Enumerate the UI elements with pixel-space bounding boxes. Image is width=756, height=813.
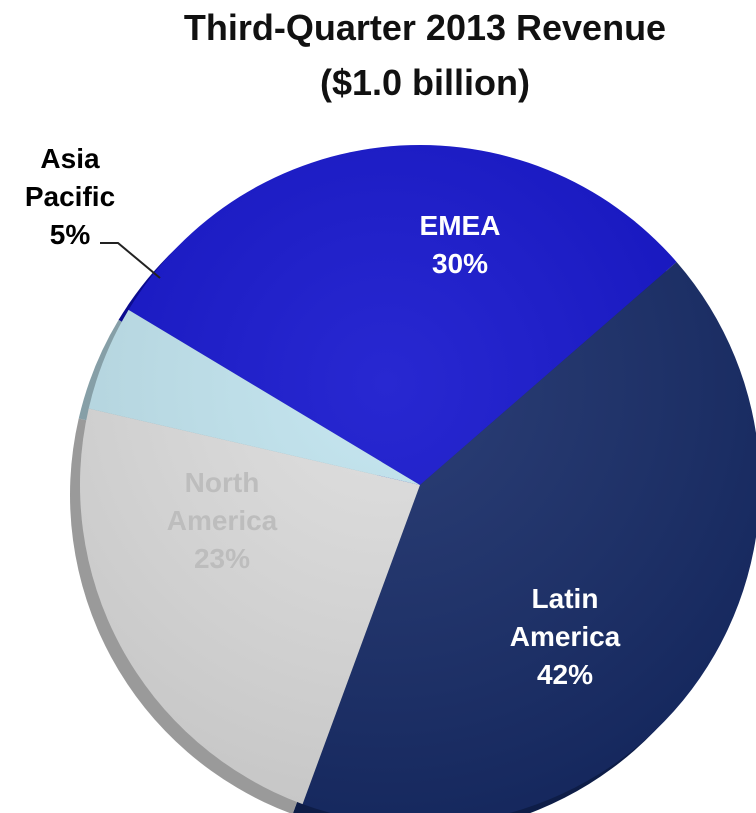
asia-pacific-leader-line bbox=[100, 242, 161, 279]
slice-name-label-north-america: North bbox=[185, 467, 260, 498]
slice-value-label-emea: 30% bbox=[432, 248, 488, 279]
slice-name-label-north-america: America bbox=[167, 505, 278, 536]
slice-value-label-north-america: 23% bbox=[194, 543, 250, 574]
slice-value-label-latin-america: 42% bbox=[537, 659, 593, 690]
pie-labels-layer: EMEA 30% Latin America 42% North America 23% Asi… bbox=[25, 143, 621, 690]
slice-name-label-asia-pacific: Asia bbox=[40, 143, 100, 174]
slice-name-label-latin-america: Latin bbox=[532, 583, 599, 614]
chart-title: Third-Quarter 2013 Revenue bbox=[184, 7, 666, 48]
chart-subtitle: ($1.0 billion) bbox=[320, 62, 530, 103]
slice-name-label-latin-america: America bbox=[510, 621, 621, 652]
slice-name-label-emea: EMEA bbox=[420, 210, 501, 241]
pie-slices-layer bbox=[80, 144, 756, 813]
slice-value-label-asia-pacific: 5% bbox=[50, 219, 91, 250]
slice-name-label-asia-pacific: Pacific bbox=[25, 181, 115, 212]
